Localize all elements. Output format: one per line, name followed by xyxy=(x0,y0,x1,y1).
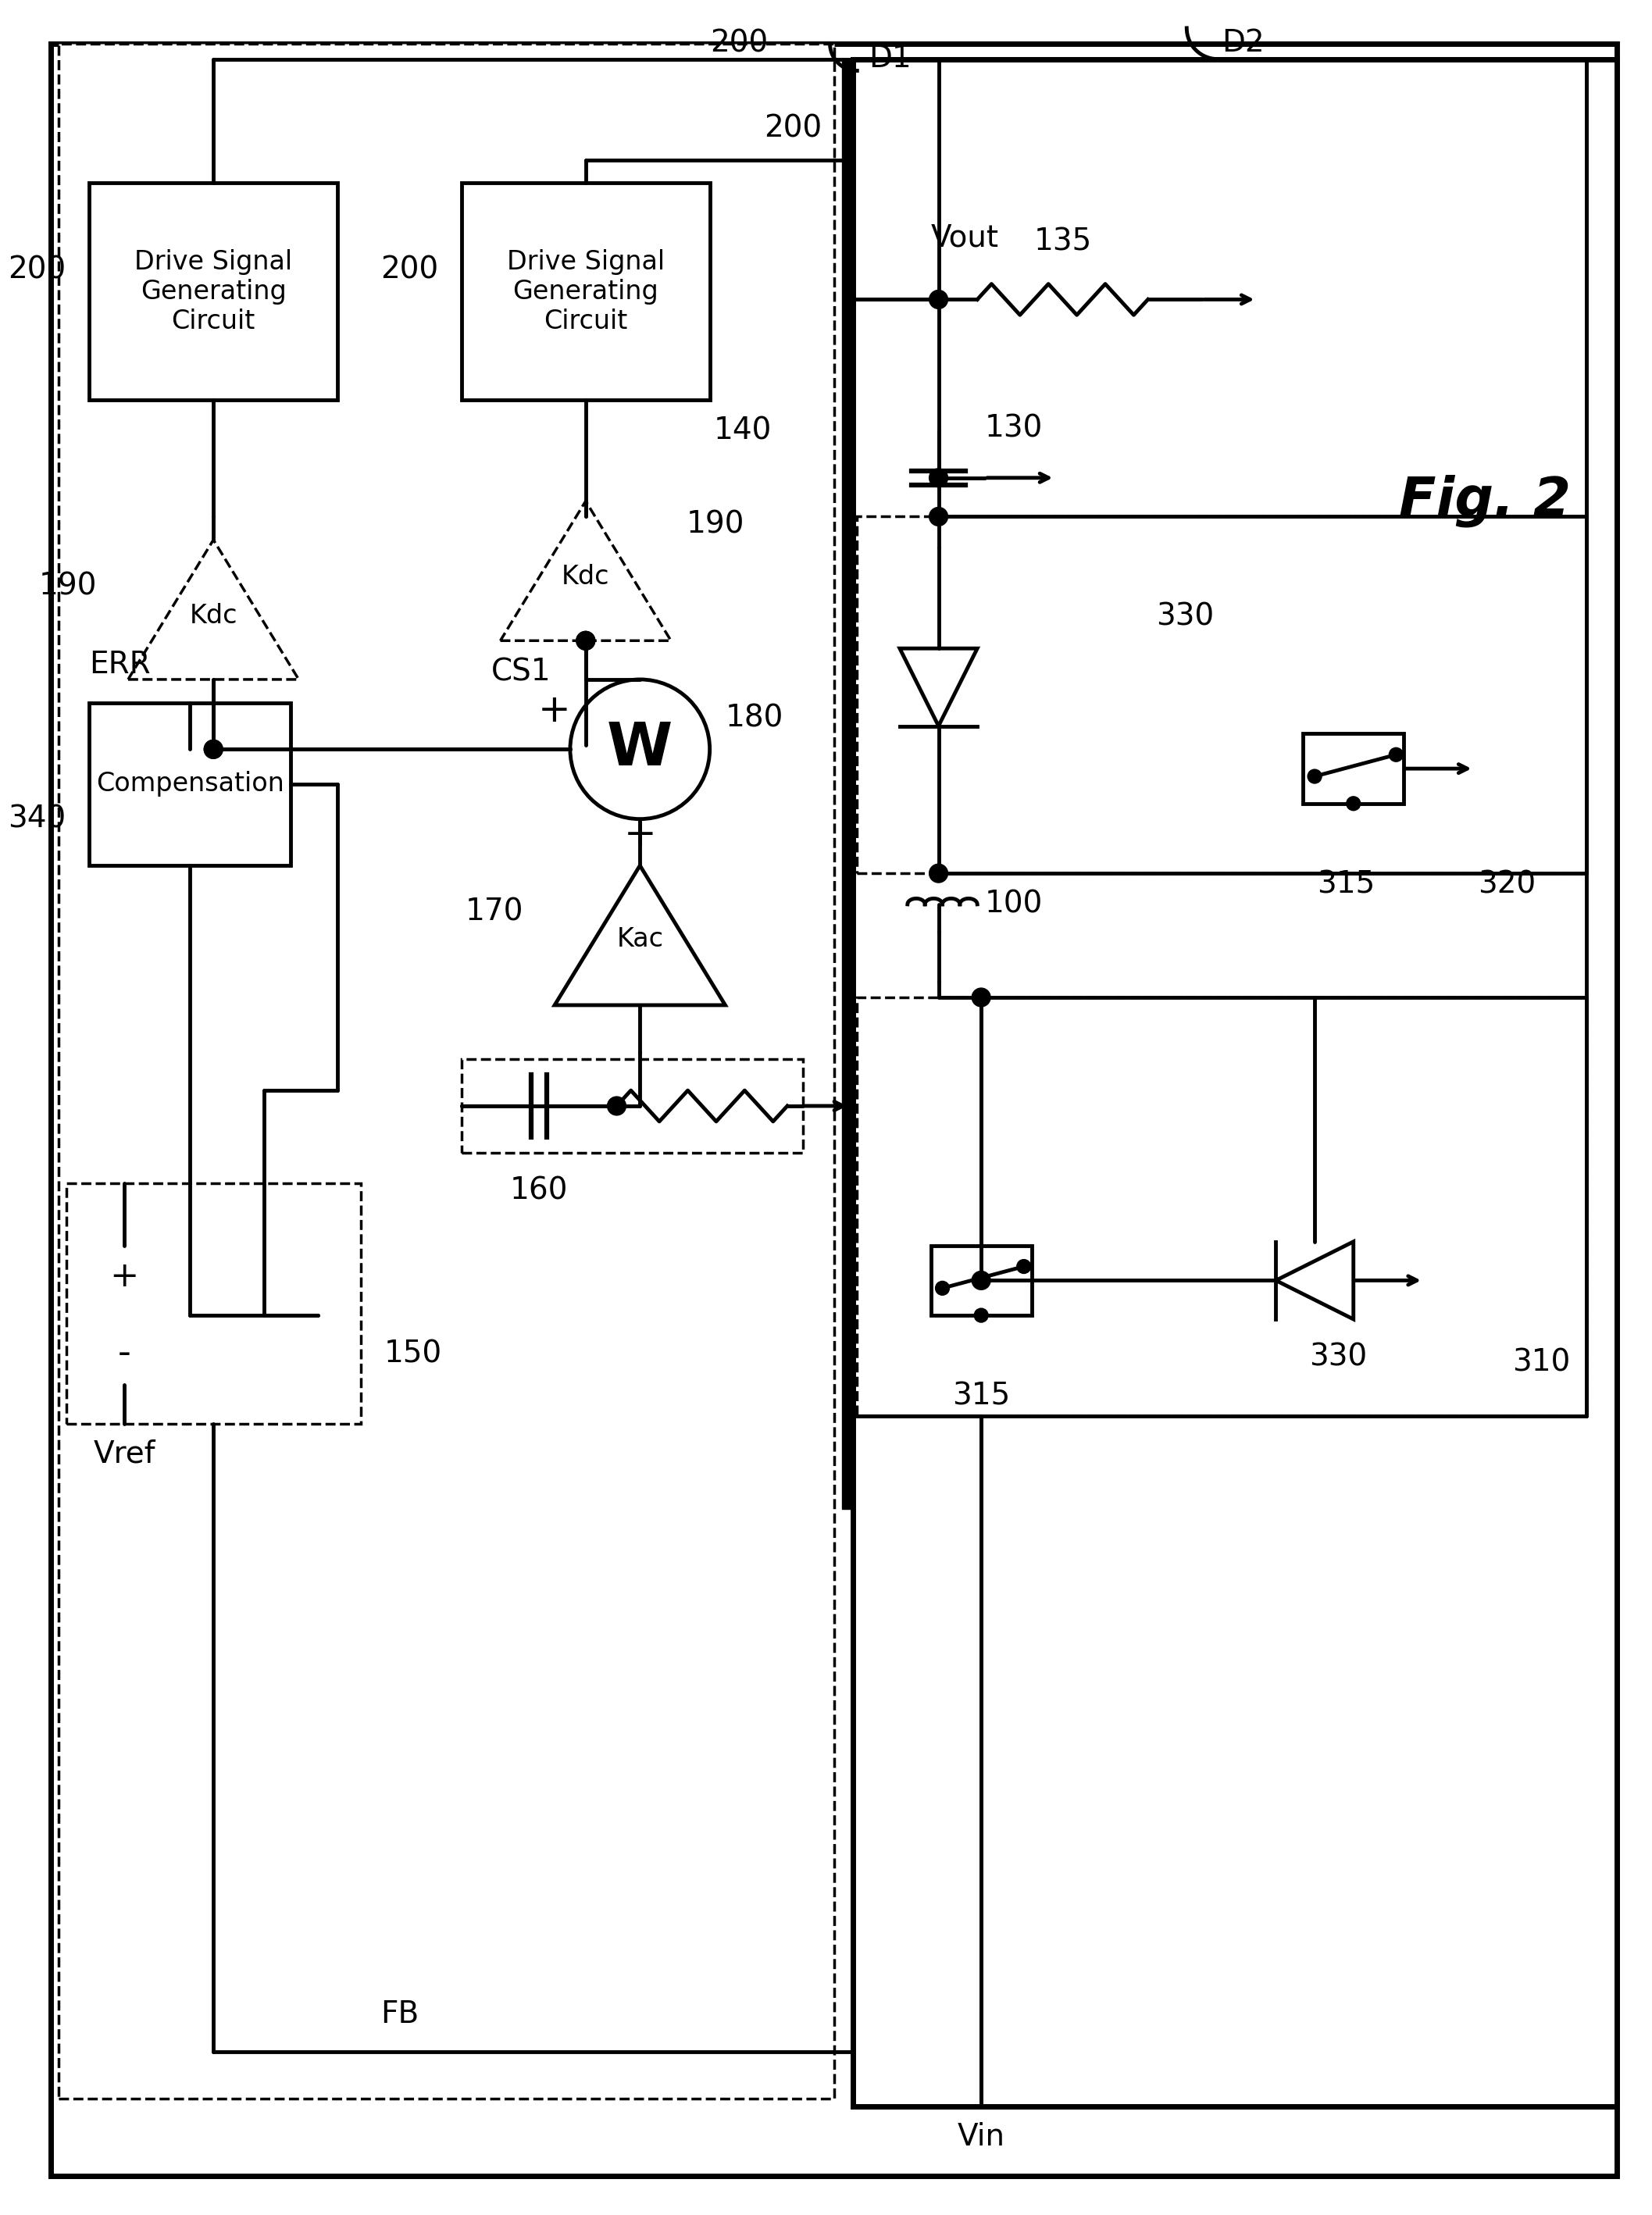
Text: Kdc: Kdc xyxy=(562,565,610,589)
Text: 310: 310 xyxy=(1513,1347,1571,1378)
Text: 200: 200 xyxy=(8,255,66,286)
Circle shape xyxy=(608,1096,626,1116)
Circle shape xyxy=(1389,749,1403,762)
Bar xyxy=(841,60,866,1508)
Text: 315: 315 xyxy=(952,1382,1009,1411)
Circle shape xyxy=(205,740,223,758)
Circle shape xyxy=(928,290,948,308)
Circle shape xyxy=(928,864,948,882)
Circle shape xyxy=(975,1309,988,1322)
Text: +: + xyxy=(539,691,572,729)
Text: 320: 320 xyxy=(1477,870,1535,899)
Text: 190: 190 xyxy=(40,571,97,600)
Bar xyxy=(66,1183,360,1424)
Text: 150: 150 xyxy=(383,1340,443,1369)
Text: Drive Signal
Generating
Circuit: Drive Signal Generating Circuit xyxy=(507,248,664,334)
Text: 200: 200 xyxy=(380,255,438,286)
Bar xyxy=(1303,733,1404,804)
Text: CS1: CS1 xyxy=(491,658,550,687)
Text: -: - xyxy=(117,1336,131,1371)
Circle shape xyxy=(928,507,948,525)
Text: 100: 100 xyxy=(985,890,1042,919)
Bar xyxy=(89,702,291,866)
Bar xyxy=(58,44,834,2098)
Text: D2: D2 xyxy=(1221,29,1264,58)
Text: Kdc: Kdc xyxy=(190,602,238,629)
Bar xyxy=(843,60,864,1508)
Text: 180: 180 xyxy=(725,704,783,733)
Bar xyxy=(461,184,710,401)
Circle shape xyxy=(971,1271,991,1289)
Text: Drive Signal
Generating
Circuit: Drive Signal Generating Circuit xyxy=(134,248,292,334)
Text: 315: 315 xyxy=(1317,870,1374,899)
Bar xyxy=(857,997,1586,1415)
Circle shape xyxy=(1346,797,1360,811)
Circle shape xyxy=(1308,769,1322,784)
Text: 330: 330 xyxy=(1156,602,1214,631)
Text: Kac: Kac xyxy=(616,926,664,952)
Text: 170: 170 xyxy=(466,897,524,926)
Circle shape xyxy=(205,740,223,758)
Text: Compensation: Compensation xyxy=(96,771,284,797)
Text: Vin: Vin xyxy=(958,2122,1004,2151)
Text: W: W xyxy=(606,720,672,777)
Text: 340: 340 xyxy=(8,804,66,833)
Text: 200: 200 xyxy=(763,113,823,144)
Text: 130: 130 xyxy=(985,414,1042,443)
Text: 330: 330 xyxy=(1308,1342,1366,1371)
Text: D1: D1 xyxy=(869,44,912,73)
Bar xyxy=(461,1059,803,1152)
Text: 200: 200 xyxy=(710,29,768,58)
Text: 160: 160 xyxy=(510,1176,568,1205)
Bar xyxy=(852,60,1617,2106)
Text: ERR: ERR xyxy=(89,649,150,680)
Text: Vref: Vref xyxy=(93,1440,155,1469)
Bar xyxy=(89,184,337,401)
Text: 190: 190 xyxy=(687,509,745,538)
Text: 140: 140 xyxy=(714,416,771,445)
Text: FB: FB xyxy=(380,2000,418,2029)
Circle shape xyxy=(928,470,948,487)
Circle shape xyxy=(935,1280,950,1296)
Text: +: + xyxy=(109,1260,139,1294)
Text: Vout: Vout xyxy=(930,224,999,253)
Circle shape xyxy=(205,740,223,758)
Bar xyxy=(857,516,1586,873)
Bar xyxy=(930,1245,1031,1316)
Text: 135: 135 xyxy=(1034,228,1092,257)
Text: Fig. 2: Fig. 2 xyxy=(1399,474,1571,527)
Circle shape xyxy=(1018,1260,1031,1274)
Circle shape xyxy=(577,631,595,649)
Text: +: + xyxy=(624,815,656,853)
Circle shape xyxy=(971,988,991,1006)
Circle shape xyxy=(577,631,595,649)
